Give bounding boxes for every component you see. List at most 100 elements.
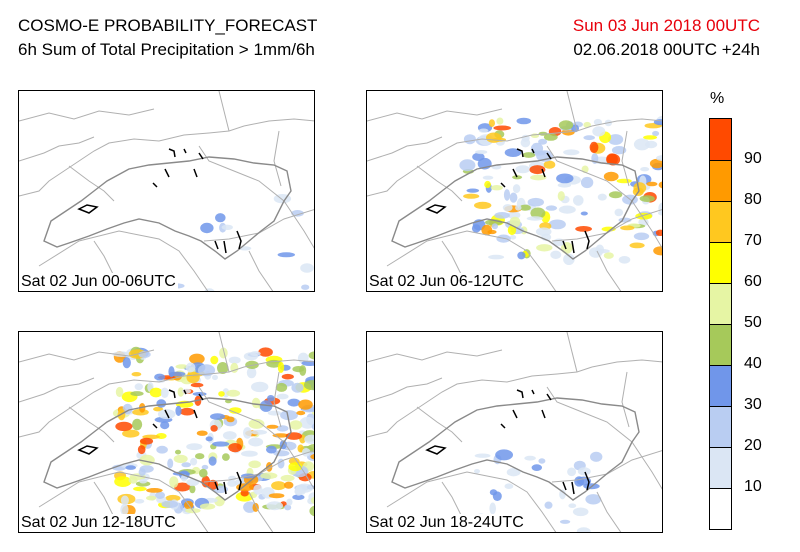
region-border: [19, 366, 245, 438]
precip-blob: [530, 207, 546, 219]
precip-blob: [502, 204, 513, 212]
precip-blob: [266, 501, 283, 511]
colorbar-unit: %: [710, 90, 725, 107]
precip-blob: [478, 128, 489, 133]
precip-blob: [130, 391, 144, 397]
precip-blob: [212, 374, 218, 381]
panel-label: Sat 02 Jun 06-12UTC: [367, 273, 526, 291]
precip-blob: [154, 373, 166, 381]
colorbar-tick-label: 20: [744, 437, 762, 454]
precip-blob: [173, 482, 191, 492]
precip-blob: [296, 410, 306, 416]
precip-blob: [267, 395, 275, 402]
precip-blob: [275, 382, 288, 392]
lake-outline: [584, 230, 590, 250]
colorbar-tick-label: 30: [744, 396, 762, 413]
lake-outline: [562, 481, 567, 491]
precip-blob: [645, 140, 658, 149]
lake-outline: [77, 445, 99, 455]
region-border: [441, 240, 463, 277]
precip-blob: [504, 148, 522, 157]
precip-blob: [186, 443, 203, 451]
precip-blob: [146, 495, 157, 501]
precip-blob: [287, 398, 301, 407]
precip-blob: [646, 181, 658, 187]
precip-blob: [153, 406, 164, 412]
lake-outline: [193, 409, 198, 419]
precip-blob: [530, 142, 544, 154]
precip-blob: [289, 420, 303, 430]
lake-outline: [236, 471, 242, 491]
precip-blob: [134, 499, 145, 504]
lake-outline: [236, 230, 242, 250]
precip-blob: [229, 407, 242, 414]
precip-blob: [603, 171, 619, 182]
region-border: [19, 349, 155, 363]
precip-blob: [512, 184, 521, 194]
precip-blob: [292, 494, 305, 500]
precip-blob: [156, 445, 168, 454]
precip-blob: [246, 367, 257, 379]
colorbar-tick-label: 10: [744, 478, 762, 495]
colorbar-segment: [710, 242, 731, 283]
lake-outline: [77, 204, 99, 214]
lake-outline: [571, 240, 575, 254]
precip-blob: [200, 222, 214, 234]
precip-blob: [557, 191, 565, 201]
precip-blob: [241, 450, 258, 457]
precip-blob: [563, 149, 580, 156]
region-border: [596, 250, 622, 291]
colorbar-segment: [710, 406, 731, 447]
precip-blob: [120, 503, 129, 516]
lake-outline: [183, 389, 187, 395]
precip-blob: [190, 457, 198, 466]
colorbar-segment: [710, 488, 731, 529]
region-border: [546, 145, 662, 249]
precip-blob: [301, 284, 310, 290]
map-panel-06-12: Sat 02 Jun 06-12UTC: [366, 90, 663, 292]
precip-blob: [531, 464, 542, 471]
precip-blob: [215, 213, 226, 223]
precip-blob: [489, 502, 496, 515]
precip-blob: [643, 135, 658, 140]
region-border: [93, 481, 115, 518]
lake-outline: [214, 481, 219, 491]
precip-blob: [509, 235, 517, 240]
precip-blob: [291, 382, 304, 393]
precip-blob: [658, 202, 662, 214]
precip-blob: [558, 205, 576, 214]
colorbar-segment: [710, 201, 731, 242]
precip-blob: [301, 448, 311, 457]
precip-blob: [210, 425, 218, 432]
precip-blob: [195, 453, 205, 460]
precip-blob: [139, 465, 154, 473]
precip-blob: [160, 387, 169, 398]
precip-blob: [300, 263, 314, 273]
colorbar-segment: [710, 119, 731, 160]
precip-blob: [608, 191, 623, 199]
map-canvas: [19, 332, 314, 532]
precip-blob: [649, 158, 662, 169]
precip-blob: [304, 434, 314, 444]
precip-blob: [122, 357, 131, 369]
precip-blob: [251, 397, 261, 409]
precip-blob: [267, 410, 282, 416]
precip-blob: [189, 484, 196, 494]
precip-blob: [606, 153, 618, 166]
colorbar: [709, 118, 732, 530]
precip-blob: [122, 429, 140, 438]
precip-blob: [544, 501, 553, 509]
colorbar-segment: [710, 283, 731, 324]
colorbar-tick-label: 60: [744, 273, 762, 290]
precip-blob: [235, 491, 254, 502]
precip-blob: [597, 193, 607, 201]
lake-outline: [223, 240, 227, 254]
precip-blob: [638, 218, 649, 226]
precip-blob: [210, 413, 225, 420]
colorbar-tick-label: 50: [744, 314, 762, 331]
map-panel-00-06: Sat 02 Jun 00-06UTC: [18, 90, 315, 292]
region-border: [386, 230, 557, 291]
lake-outline: [512, 168, 518, 178]
map-canvas: [367, 332, 662, 532]
precip-blob: [135, 481, 151, 487]
